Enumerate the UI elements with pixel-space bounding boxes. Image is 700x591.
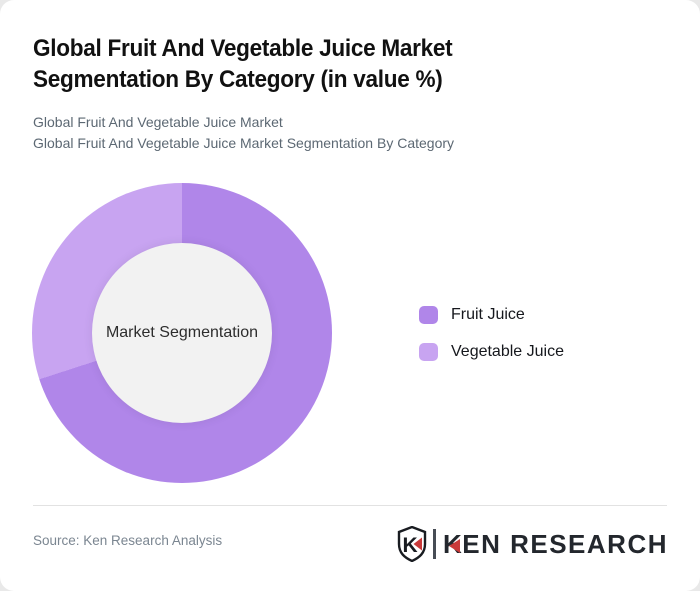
page-title-line-2: Segmentation By Category (in value %): [33, 66, 443, 93]
page-title: Global Fruit And Vegetable Juice Market …: [33, 33, 453, 95]
logo-divider-bar: [433, 529, 436, 559]
donut-center-label: Market Segmentation: [105, 324, 259, 341]
logo-accent-triangle-icon: [449, 538, 461, 553]
legend-item-vegetable-juice[interactable]: Vegetable Juice: [419, 342, 564, 361]
logo-brand-rest: EN RESEARCH: [462, 528, 668, 559]
legend-swatch: [419, 342, 438, 361]
donut-ring[interactable]: Market Segmentation: [32, 183, 332, 483]
logo-wordmark: KEN RESEARCH: [443, 529, 668, 560]
shield-monogram-letter: K: [403, 534, 418, 557]
chart-legend: Fruit Juice Vegetable Juice: [419, 305, 564, 379]
chart-subtitle-line-1: Global Fruit And Vegetable Juice Market: [33, 114, 283, 130]
chart-subtitle: Global Fruit And Vegetable Juice Market …: [33, 112, 454, 153]
page-title-line-1: Global Fruit And Vegetable Juice Market: [33, 35, 453, 62]
legend-item-fruit-juice[interactable]: Fruit Juice: [419, 305, 564, 324]
donut-hole: Market Segmentation: [92, 243, 272, 423]
source-note: Source: Ken Research Analysis: [33, 533, 223, 548]
legend-swatch: [419, 305, 438, 324]
ken-research-logo: K KEN RESEARCH: [397, 526, 668, 562]
legend-label: Fruit Juice: [451, 305, 525, 323]
chart-subtitle-line-2: Global Fruit And Vegetable Juice Market …: [33, 134, 455, 151]
footer-divider: [33, 505, 667, 506]
shield-accent-triangle: [413, 537, 423, 551]
legend-label: Vegetable Juice: [451, 342, 564, 360]
shield-monogram-icon: K: [398, 526, 427, 562]
